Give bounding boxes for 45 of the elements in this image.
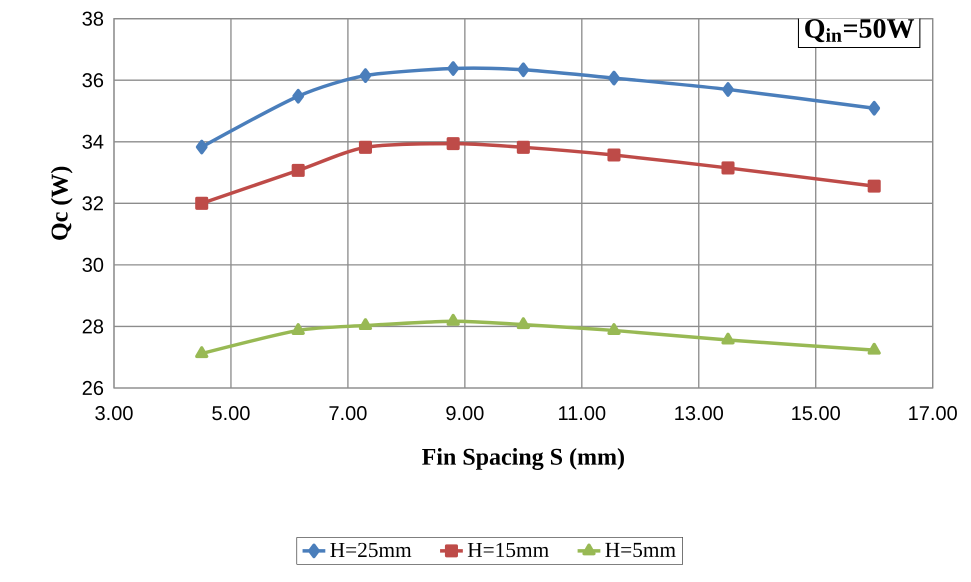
point — [868, 180, 881, 193]
point — [196, 140, 208, 154]
point — [607, 148, 621, 162]
point — [446, 314, 460, 326]
y-tick-label: 28 — [82, 319, 104, 334]
x-tick-label: 3.00 — [95, 406, 133, 420]
point — [721, 332, 735, 345]
point — [608, 70, 620, 86]
point — [447, 61, 460, 76]
point — [360, 68, 372, 83]
point — [292, 323, 305, 335]
x-tick-label: 9.00 — [446, 406, 484, 420]
point — [721, 161, 735, 174]
x-tick-label: 7.00 — [329, 406, 367, 420]
point — [292, 164, 305, 177]
x-axis-title: Fin Spacing S (mm) — [422, 448, 624, 470]
point — [292, 88, 304, 104]
y-tick-label: 30 — [82, 258, 104, 272]
legend-label: H=5mm — [605, 542, 676, 558]
y-axis-title: Qc (W) — [50, 166, 73, 240]
point — [722, 82, 734, 97]
x-tick-label: 5.00 — [212, 406, 250, 420]
point — [516, 140, 530, 154]
y-tick-label: 34 — [82, 134, 104, 149]
point — [868, 342, 881, 355]
point — [516, 317, 530, 330]
legend-label: H=15mm — [468, 542, 549, 558]
y-tick-label: 26 — [82, 380, 104, 396]
x-tick-label: 15.00 — [792, 406, 840, 420]
point — [517, 62, 530, 78]
point — [195, 346, 208, 358]
annotation: Q$_{in}$=50W — [805, 19, 914, 42]
y-tick-label: 36 — [82, 73, 104, 88]
point — [358, 140, 372, 154]
point — [607, 323, 621, 335]
y-tick-label: 38 — [82, 12, 104, 26]
x-tick-label: 13.00 — [675, 406, 723, 420]
legend-label: H=25mm — [330, 542, 412, 558]
y-tick-label: 32 — [82, 196, 103, 210]
point — [195, 196, 208, 210]
x-tick-label: 17.00 — [909, 406, 957, 420]
point — [446, 137, 460, 150]
x-tick-label: 11.00 — [559, 406, 606, 420]
point — [358, 318, 372, 330]
point — [868, 100, 880, 116]
